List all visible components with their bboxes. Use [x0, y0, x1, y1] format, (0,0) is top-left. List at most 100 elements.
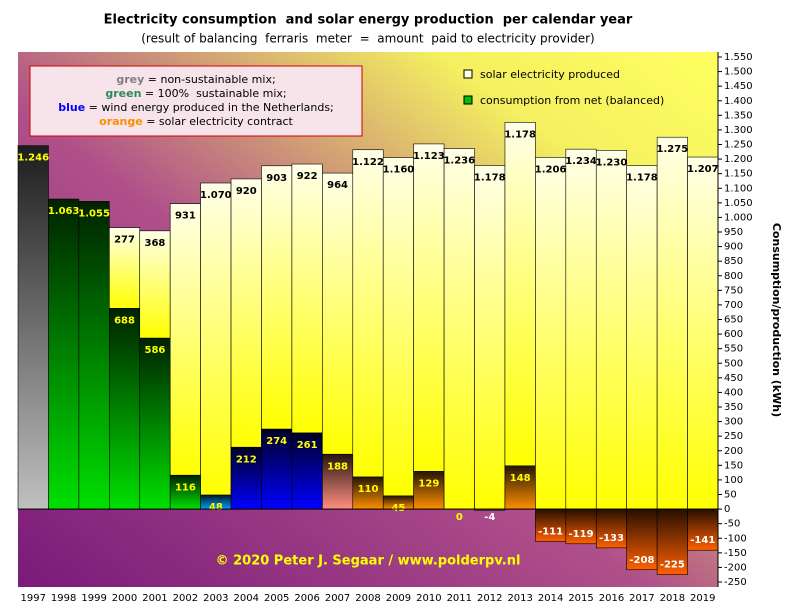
solar-bar: [656, 136, 688, 510]
legend-box: [29, 65, 363, 137]
x-tick-label: 2017: [629, 593, 654, 604]
y-tick-label: 850: [724, 256, 743, 267]
consumption-value-label: 45: [391, 503, 405, 514]
solar-value-label: 1.275: [657, 144, 689, 155]
consumption-value-label: 0: [456, 512, 463, 523]
y-tick-label: 650: [724, 315, 743, 326]
solar-bar: [200, 182, 232, 496]
color-key-line: grey = non-sustainable mix;: [116, 73, 275, 86]
x-tick-label: 2005: [264, 593, 289, 604]
solar-bar: [169, 203, 201, 476]
y-tick-label: 350: [724, 402, 743, 413]
y-tick-label: -50: [724, 519, 740, 530]
color-key-text: = wind energy produced in the Netherland…: [85, 101, 334, 114]
x-tick-label: 2004: [234, 593, 259, 604]
y-tick-label: 1.400: [724, 96, 753, 107]
consumption-value-label: 586: [145, 345, 166, 356]
consumption-bar: [595, 508, 627, 549]
y-tick-label: 550: [724, 344, 743, 355]
x-tick-label: 2014: [538, 593, 563, 604]
consumption-value-label: 110: [358, 484, 379, 495]
consumption-value-label: -133: [599, 533, 624, 544]
consumption-bar: [261, 428, 293, 510]
solar-value-label: 1.123: [413, 151, 445, 162]
solar-value-label: 368: [145, 238, 166, 249]
y-tick-label: 1.250: [724, 140, 753, 151]
y-tick-label: 1.050: [724, 198, 753, 209]
color-key-word: blue: [58, 101, 85, 114]
y-tick-label: 1.200: [724, 154, 753, 165]
consumption-value-label: 274: [266, 436, 287, 447]
consumption-bar: [687, 508, 719, 551]
solar-bar: [139, 230, 171, 339]
solar-value-label: 1.236: [443, 156, 475, 167]
consumption-value-label: -141: [690, 535, 715, 546]
consumption-value-label: 1.246: [17, 153, 49, 164]
solar-value-label: 964: [327, 180, 348, 191]
legend-swatch: [463, 95, 473, 105]
consumption-value-label: 1.055: [78, 208, 110, 219]
color-key-word: orange: [99, 115, 143, 128]
solar-value-label: 1.070: [200, 190, 232, 201]
solar-bar: [535, 157, 567, 510]
solar-bar: [291, 163, 323, 434]
solar-bar: [322, 172, 354, 455]
consumption-bar: [139, 337, 171, 510]
y-tick-label: 150: [724, 460, 743, 471]
y-tick-label: 400: [724, 387, 743, 398]
y-tick-label: -100: [724, 533, 747, 544]
y-tick-label: 800: [724, 271, 743, 282]
solar-value-label: 1.207: [687, 164, 719, 175]
x-tick-label: 1997: [20, 593, 45, 604]
solar-bar: [565, 148, 597, 510]
consumption-bar: [565, 508, 597, 545]
x-tick-label: 2000: [112, 593, 137, 604]
x-tick-label: 2006: [294, 593, 319, 604]
y-tick-label: 1.500: [724, 67, 753, 78]
x-tick-label: 2009: [386, 593, 411, 604]
solar-value-label: 1.178: [626, 173, 658, 184]
consumption-bar: [17, 145, 49, 510]
consumption-bar: [78, 201, 110, 510]
solar-bar: [382, 157, 414, 497]
y-tick-label: 100: [724, 475, 743, 486]
solar-value-label: 1.178: [504, 129, 536, 140]
consumption-value-label: -225: [660, 560, 685, 571]
chart-subtitle: (result of balancing ferraris meter = am…: [141, 32, 594, 46]
y-tick-label: 1.300: [724, 125, 753, 136]
x-tick-label: 1999: [81, 593, 106, 604]
y-tick-label: 1.450: [724, 81, 753, 92]
solar-bar: [352, 149, 384, 478]
solar-bar: [626, 165, 658, 510]
color-key-line: orange = solar electricity contract: [99, 115, 293, 128]
legend-label: solar electricity produced: [480, 68, 620, 81]
consumption-value-label: 48: [209, 502, 223, 513]
y-tick-label: -250: [724, 577, 747, 588]
x-tick-label: 2001: [142, 593, 167, 604]
consumption-bar: [291, 432, 323, 510]
y-tick-label: 500: [724, 358, 743, 369]
color-key-word: green: [105, 87, 141, 100]
legend-label: consumption from net (balanced): [480, 94, 664, 107]
consumption-value-label: -111: [538, 526, 563, 537]
consumption-value-label: 1.063: [48, 206, 80, 217]
x-tick-label: 2011: [447, 593, 472, 604]
x-tick-label: 2018: [660, 593, 685, 604]
consumption-bar: [230, 446, 262, 510]
consumption-value-label: -208: [629, 555, 654, 566]
consumption-bar: [109, 308, 141, 510]
solar-value-label: 1.230: [596, 157, 628, 168]
y-tick-label: 750: [724, 285, 743, 296]
consumption-bar: [322, 453, 354, 510]
solar-value-label: 1.122: [352, 157, 384, 168]
solar-bar: [413, 143, 445, 472]
consumption-value-label: 148: [510, 473, 531, 484]
solar-value-label: 903: [266, 173, 287, 184]
consumption-bar: [169, 474, 201, 510]
x-tick-label: 1998: [51, 593, 76, 604]
chart-title: Electricity consumption and solar energy…: [104, 13, 633, 28]
color-key-text: = solar electricity contract: [143, 115, 294, 128]
solar-value-label: 1.206: [535, 164, 567, 175]
y-tick-label: 600: [724, 329, 743, 340]
